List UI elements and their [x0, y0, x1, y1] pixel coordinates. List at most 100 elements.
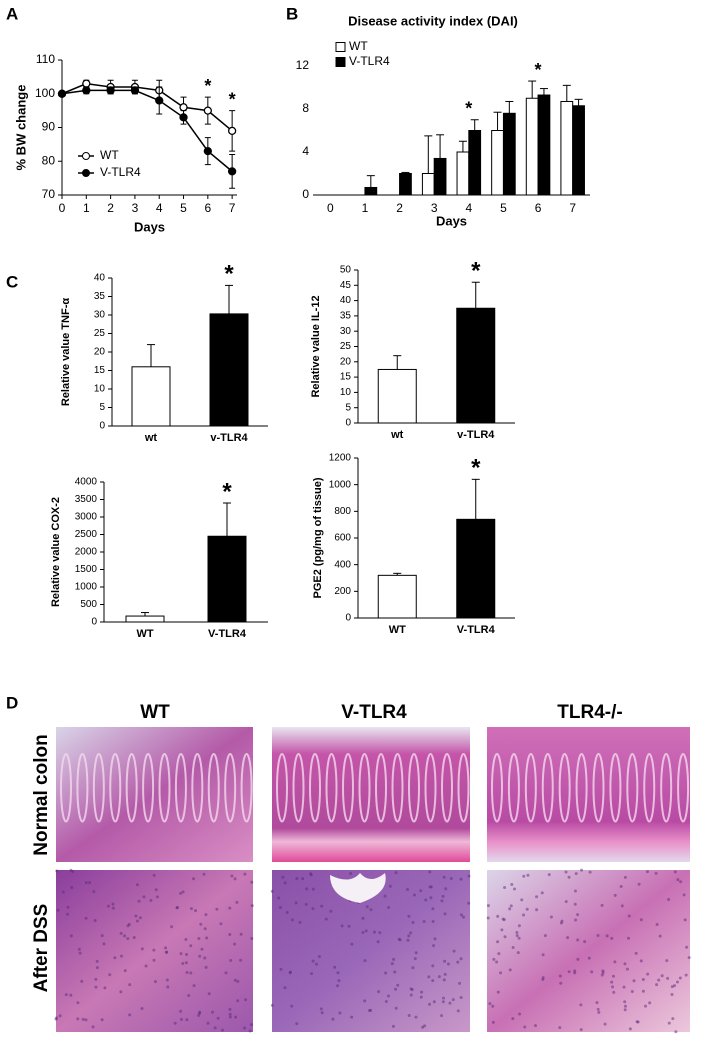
y-tick-label: 0 — [99, 421, 105, 432]
cell — [94, 977, 98, 981]
x-tick-label: 1 — [83, 201, 90, 215]
data-point — [106, 86, 115, 95]
cell — [84, 881, 88, 885]
crypt — [224, 753, 237, 823]
cell — [397, 937, 401, 941]
cell — [198, 1011, 202, 1015]
cell — [76, 1001, 80, 1005]
crypt — [626, 753, 639, 823]
y-tick-label: 30 — [94, 310, 106, 321]
cell — [630, 990, 634, 994]
cell — [243, 1026, 247, 1030]
cell — [315, 962, 319, 966]
cell — [320, 1011, 324, 1015]
row-header: After DSS — [31, 904, 52, 993]
cell — [648, 1001, 652, 1005]
cell — [573, 969, 577, 973]
data-point — [130, 86, 140, 95]
x-tick-label: 1 — [362, 201, 369, 215]
legend-label: WT — [349, 39, 368, 53]
cell — [508, 907, 512, 911]
y-tick-label: 2500 — [75, 529, 98, 540]
cell — [541, 953, 545, 957]
cell — [250, 1023, 254, 1027]
cell — [333, 965, 337, 969]
cell — [170, 925, 174, 929]
cell — [88, 881, 92, 885]
cell — [388, 884, 392, 888]
cell — [634, 951, 638, 955]
cell — [319, 1007, 323, 1011]
cell — [211, 1010, 215, 1014]
cell — [203, 956, 207, 960]
cell — [407, 1013, 411, 1017]
cell — [250, 880, 254, 884]
column-header: TLR4-/- — [557, 702, 622, 723]
cell — [579, 1028, 583, 1032]
panel-label: B — [286, 4, 298, 23]
cell — [646, 870, 650, 874]
cell — [66, 905, 70, 909]
cell — [442, 978, 446, 982]
cell — [173, 1021, 177, 1025]
cell — [367, 1008, 371, 1012]
cell — [600, 903, 604, 907]
cell — [667, 898, 671, 902]
crypt — [240, 753, 253, 823]
cell — [376, 940, 380, 944]
cell — [383, 894, 387, 898]
cell — [431, 920, 435, 924]
cell — [165, 950, 169, 954]
cell — [279, 967, 283, 971]
cell — [84, 916, 88, 920]
cell — [421, 1025, 425, 1029]
cell — [338, 1011, 342, 1015]
cell — [361, 931, 365, 935]
significance-mark: * — [465, 99, 472, 119]
y-tick-label: 200 — [334, 586, 351, 597]
crypt — [125, 753, 138, 823]
cell — [641, 989, 645, 993]
cell — [128, 1013, 132, 1017]
x-tick-label: 6 — [204, 201, 211, 215]
bar — [491, 130, 504, 196]
y-tick-label: 20 — [340, 356, 352, 367]
legend-swatch — [335, 42, 346, 52]
cell — [515, 934, 519, 938]
x-tick-label: V-TLR4 — [457, 624, 496, 636]
cell — [294, 901, 298, 905]
crypt — [158, 753, 171, 823]
x-tick-label: 3 — [132, 201, 139, 215]
cell — [384, 971, 388, 975]
cell — [623, 962, 627, 966]
cell — [414, 951, 418, 955]
cell — [419, 995, 423, 999]
lumen — [330, 873, 386, 903]
cell — [102, 942, 106, 946]
cell — [449, 877, 453, 881]
cell — [517, 924, 521, 928]
cell — [567, 875, 571, 879]
crypt — [191, 753, 204, 823]
cell — [239, 958, 243, 962]
cell — [288, 971, 292, 975]
micrograph — [487, 727, 690, 862]
cell — [140, 947, 144, 951]
cell — [409, 993, 413, 997]
cell — [496, 940, 500, 944]
y-tick-label: 4000 — [75, 477, 98, 488]
y-tick-label: 4 — [302, 144, 309, 158]
cell — [91, 1025, 95, 1029]
y-tick-label: 3000 — [75, 512, 98, 523]
cell — [55, 869, 59, 873]
histology-images — [56, 727, 690, 1032]
cell — [574, 918, 578, 922]
cell — [270, 1003, 274, 1007]
cell — [443, 912, 447, 916]
cell — [81, 1017, 85, 1021]
cell — [486, 904, 490, 908]
cell — [605, 934, 609, 938]
y-tick-label: 25 — [94, 328, 106, 339]
cell — [613, 960, 617, 964]
